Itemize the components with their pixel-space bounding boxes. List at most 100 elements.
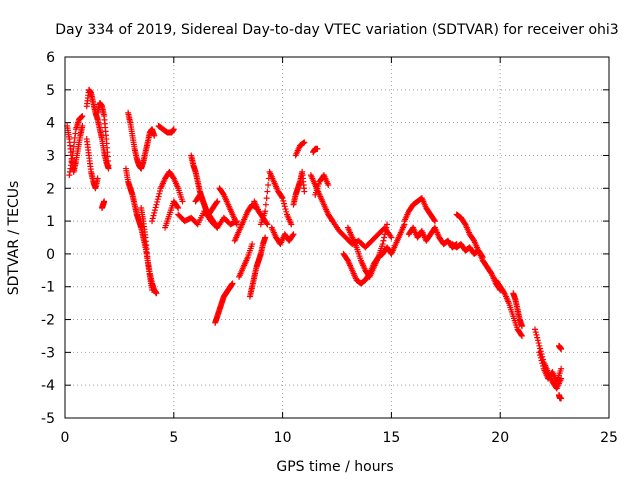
series-track-42 (555, 392, 565, 402)
series-track-32 (379, 221, 408, 257)
data-point (262, 234, 269, 241)
data-point (538, 357, 545, 364)
data-point (174, 203, 181, 210)
data-point (479, 253, 486, 260)
series-track-26 (310, 145, 321, 156)
data-point (281, 200, 288, 207)
data-point (155, 193, 162, 200)
x-tick-label: 10 (274, 430, 292, 446)
data-point (536, 342, 543, 349)
x-axis-label: GPS time / hours (276, 459, 393, 475)
data-point (281, 203, 288, 210)
series-track-5 (94, 99, 112, 169)
data-point (539, 360, 546, 367)
data-point (149, 215, 156, 222)
data-point (153, 201, 160, 208)
series-track-38 (510, 290, 525, 330)
data-point (154, 198, 161, 205)
y-axis-label: SDTVAR / TECUs (6, 181, 22, 296)
series-track-2 (66, 113, 86, 179)
series-track-18 (231, 201, 260, 244)
data-point (150, 212, 157, 219)
plot-frame (64, 56, 610, 419)
data-point (381, 234, 388, 241)
data-point (558, 346, 565, 353)
data-point (537, 352, 544, 359)
data-point (151, 132, 158, 139)
series-track-33 (401, 195, 438, 225)
data-point (535, 340, 542, 347)
series-track-8 (122, 165, 160, 297)
x-tick-label: 20 (491, 430, 509, 446)
data-point (262, 201, 269, 208)
data-point (101, 198, 108, 205)
data-point (278, 194, 285, 201)
series-track-3 (83, 86, 112, 172)
data-point (151, 209, 158, 216)
data-point (558, 395, 565, 402)
data-point (431, 216, 438, 223)
data-point (263, 220, 270, 227)
y-tick-label: -3 (41, 345, 55, 361)
series-track-34 (405, 224, 460, 251)
data-point (282, 206, 289, 213)
series-track-23 (268, 224, 297, 248)
y-tick-label: 6 (46, 50, 55, 66)
data-point (314, 145, 321, 152)
x-tick-label: 0 (61, 430, 70, 446)
data-point (384, 221, 391, 228)
series-track-28 (312, 172, 332, 198)
data-point (249, 241, 256, 248)
data-point (537, 348, 544, 355)
data-point (262, 208, 269, 215)
series-track-10 (155, 122, 177, 136)
data-point (532, 329, 539, 336)
series-track-7 (125, 109, 158, 172)
y-tick-label: 1 (46, 214, 55, 230)
data-point (383, 224, 390, 231)
series-track-15 (192, 191, 221, 218)
data-point (381, 231, 388, 238)
data-point (94, 175, 101, 182)
data-point (431, 218, 438, 225)
x-tick-label: 15 (382, 430, 400, 446)
series-track-12 (162, 198, 182, 231)
data-point (105, 162, 112, 169)
series-track-4 (83, 136, 101, 192)
data-point (301, 188, 308, 195)
data-point (388, 234, 395, 241)
data-point (152, 204, 159, 211)
grid (65, 57, 609, 418)
data-point (536, 349, 543, 356)
data-points (64, 86, 565, 402)
data-point (558, 375, 565, 382)
y-tick-label: -1 (41, 280, 55, 296)
data-point (380, 237, 387, 244)
data-point (149, 218, 156, 225)
data-point (263, 195, 270, 202)
series-track-25 (292, 139, 308, 159)
data-point (213, 199, 220, 206)
x-tick-label: 25 (600, 430, 618, 446)
data-point (214, 198, 221, 205)
data-point (532, 326, 539, 333)
data-point (280, 197, 287, 204)
axis-ticks: 0 5 10 15 20 25 -5 -4 -3 -2 -1 0 1 2 3 4 5 6 (41, 50, 618, 446)
series-track-9 (138, 204, 156, 294)
data-point (325, 181, 332, 188)
data-point (518, 331, 525, 338)
data-point (558, 365, 565, 372)
data-point (175, 204, 182, 211)
data-point (265, 181, 272, 188)
data-point (534, 334, 541, 341)
y-tick-label: 5 (46, 83, 55, 99)
y-tick-label: -5 (41, 411, 55, 427)
data-point (537, 345, 544, 352)
data-point (79, 113, 86, 120)
series-track-6 (98, 198, 108, 211)
data-point (533, 331, 540, 338)
data-point (290, 231, 297, 238)
data-point (301, 139, 308, 146)
data-point (151, 207, 158, 214)
